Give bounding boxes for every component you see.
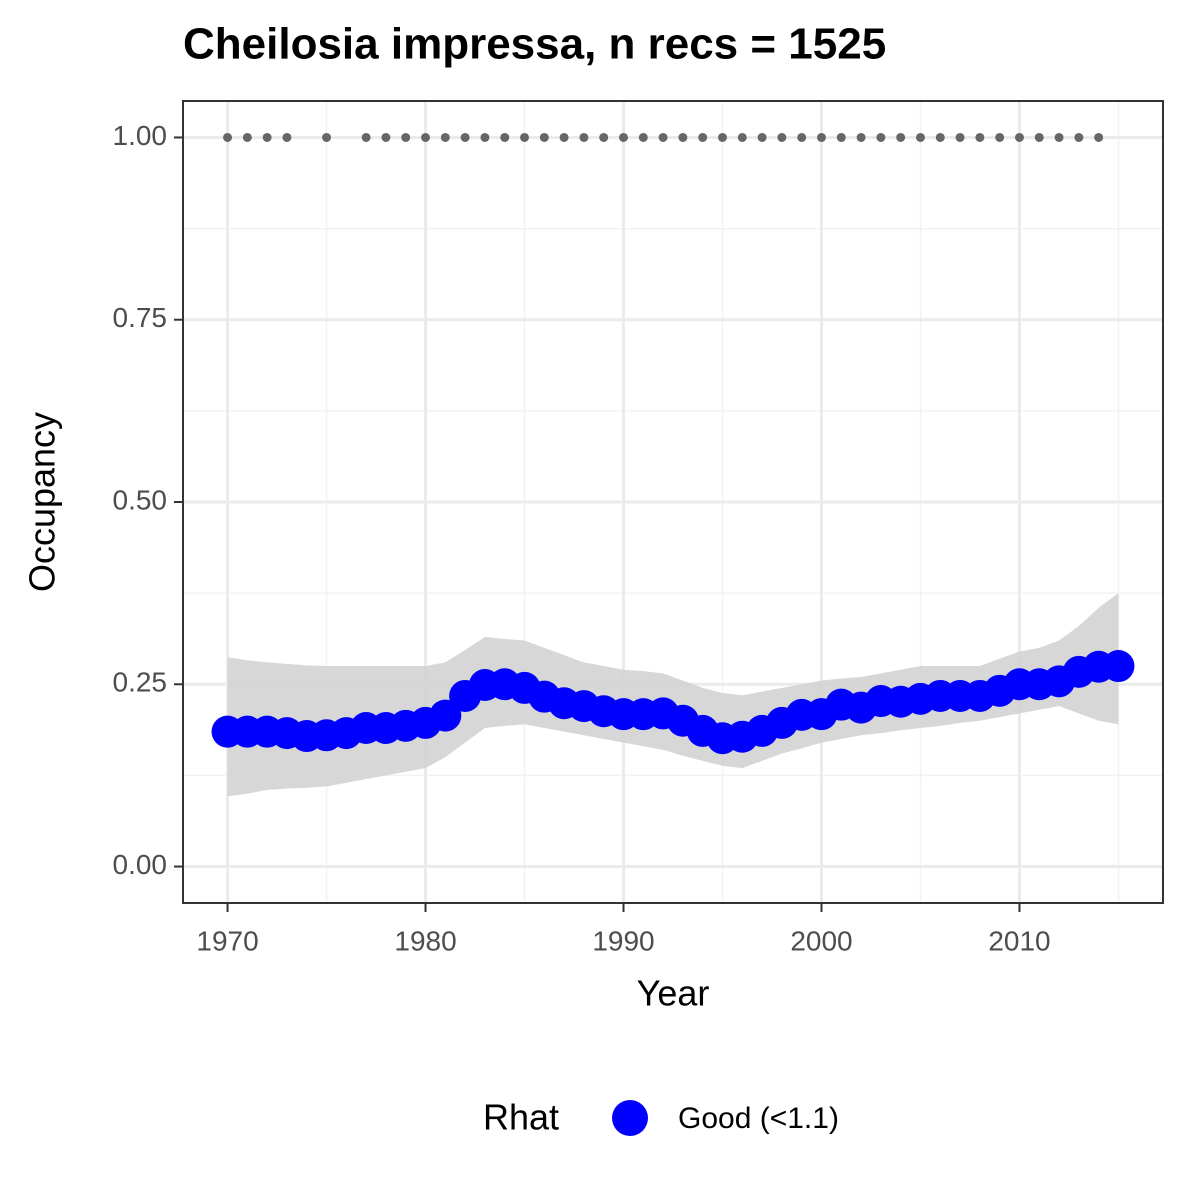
record-point (460, 132, 470, 142)
record-point (401, 132, 411, 142)
record-point (1094, 132, 1104, 142)
record-point (599, 132, 609, 142)
record-point (856, 132, 866, 142)
plot-border (182, 100, 1164, 904)
record-point (955, 132, 965, 142)
record-point (539, 132, 549, 142)
record-point (619, 132, 629, 142)
record-point (500, 132, 510, 142)
record-point (797, 132, 807, 142)
legend-label: Good (<1.1) (678, 1102, 839, 1135)
record-point (223, 132, 233, 142)
record-point (717, 132, 727, 142)
record-point (995, 132, 1005, 142)
record-point (579, 132, 589, 142)
x-tick-label: 1990 (592, 925, 654, 956)
y-tick-label: 0.25 (113, 667, 168, 698)
record-point (816, 132, 826, 142)
record-point (876, 132, 886, 142)
record-point (757, 132, 767, 142)
occupancy-point (1102, 650, 1135, 683)
x-tick-label: 2000 (790, 925, 852, 956)
record-point (520, 132, 530, 142)
y-tick-label: 0.00 (113, 849, 168, 880)
record-point (1074, 132, 1084, 142)
chart-title: Cheilosia impressa, n recs = 1525 (183, 20, 886, 69)
x-axis-label: Year (637, 973, 710, 1014)
y-tick-label: 0.75 (113, 302, 168, 333)
record-point (658, 132, 668, 142)
record-point (975, 132, 985, 142)
record-point (737, 132, 747, 142)
record-point (322, 132, 332, 142)
legend-title: Rhat (483, 1097, 559, 1138)
record-point (638, 132, 648, 142)
record-point (1034, 132, 1044, 142)
record-point (896, 132, 906, 142)
credible-interval (227, 593, 1119, 797)
y-tick-label: 1.00 (113, 120, 168, 151)
record-point (1054, 132, 1064, 142)
y-tick-label: 0.50 (113, 484, 168, 515)
record-point (262, 132, 272, 142)
record-point (698, 132, 708, 142)
occupancy-point (429, 699, 462, 732)
y-axis-label: Occupancy (22, 412, 63, 592)
record-point (440, 132, 450, 142)
record-point (361, 132, 371, 142)
record-point (421, 132, 431, 142)
record-point (777, 132, 787, 142)
record-point (242, 132, 252, 142)
record-point (836, 132, 846, 142)
record-point (480, 132, 490, 142)
record-point (678, 132, 688, 142)
record-point (1014, 132, 1024, 142)
record-point (935, 132, 945, 142)
legend-key (612, 1100, 648, 1136)
x-tick-label: 1980 (394, 925, 456, 956)
record-point (381, 132, 391, 142)
x-tick-label: 2010 (988, 925, 1050, 956)
x-tick-label: 1970 (196, 925, 258, 956)
record-point (559, 132, 569, 142)
record-point (282, 132, 292, 142)
record-point (915, 132, 925, 142)
